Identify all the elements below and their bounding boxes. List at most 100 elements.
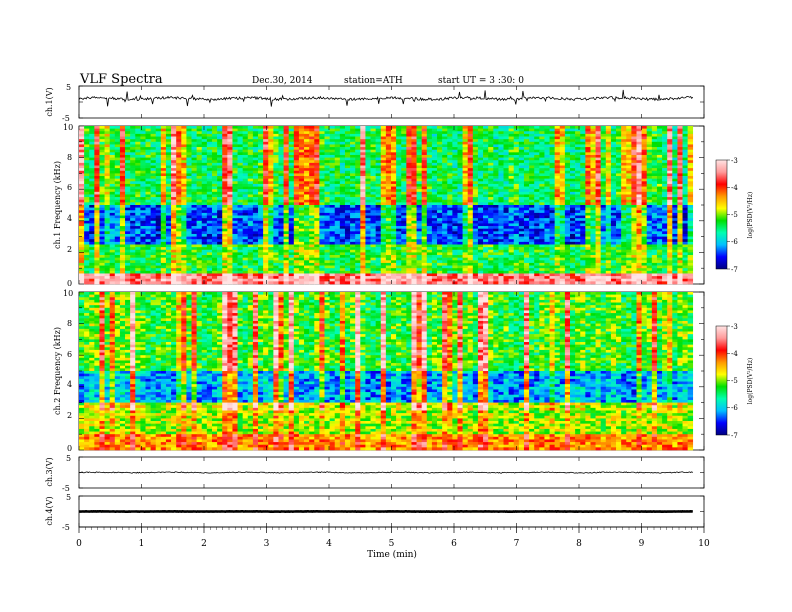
spectrogram-cell [406,199,412,203]
spectrogram-cell [365,205,371,208]
spectrogram-cell [411,141,417,145]
spectrogram-cell [554,160,561,164]
spectrogram-cell [534,202,540,206]
spectrogram-cell [662,202,668,206]
ch1-waveform-ticks [78,85,705,119]
spectrogram-cell [539,202,545,206]
spectrogram-cell [667,136,673,140]
spectrogram-cell [534,152,540,156]
spectrogram-cell [646,136,653,140]
spectrogram-cell [554,141,561,145]
spectrogram-cell [79,199,85,203]
spectrogram-cell [616,207,622,211]
spectrogram-cell [477,149,484,153]
spectrogram-cell [682,231,688,235]
spectrogram-cell [109,149,116,153]
spectrogram-cell [503,226,509,229]
spectrogram-cell [590,231,596,235]
spectrogram-cell [503,147,509,150]
spectrogram-cell [247,226,254,229]
spectrogram-cell [462,147,468,150]
spectrogram-cell [252,186,259,190]
spectrogram-cell [483,178,489,182]
spectrogram-cell [641,191,648,195]
spectrogram-cell [616,183,622,187]
spectrogram-cell [155,144,162,148]
spectrogram-cell [350,157,356,161]
spectrogram-cell [559,220,566,224]
spectrogram-cell [549,202,555,206]
spectrogram-cell [523,186,530,190]
spectrogram-cell [298,215,305,219]
spectrogram-cell [539,189,545,193]
spectrogram-cell [339,231,346,235]
spectrogram-cell [687,183,694,187]
spectrogram-cell [288,183,295,187]
spectrogram-cell [171,197,177,201]
spectrogram-cell [196,178,203,182]
spectrogram-cell [350,191,356,195]
spectrogram-cell [176,133,182,137]
spectrogram-cell [523,218,530,222]
spectrogram-cell [508,223,515,227]
spectrogram-cell [350,173,356,177]
spectrogram-cell [570,189,576,193]
spectrogram-cell [590,141,596,145]
spectrogram-cell [457,220,463,224]
spectrogram-cell [104,223,110,227]
spectrogram-cell [334,210,341,214]
spectrogram-cell [498,220,504,224]
spectrogram-cell [278,136,284,140]
spectrogram-cell [544,220,550,224]
spectrogram-cell [411,210,417,214]
spectrogram-cell [529,191,535,195]
spectrogram-cell [687,128,694,132]
spectrogram-cell [662,210,668,214]
spectrogram-cell [145,170,151,174]
spectrogram-cell [109,141,116,145]
spectrogram-cell [309,226,315,229]
spectrogram-cell [651,165,658,169]
spectrogram-cell [334,157,341,161]
spectrogram-cell [534,215,540,219]
spectrogram-cell [237,233,243,237]
spectrogram-cell [314,226,320,229]
spectrogram-cell [360,220,366,224]
spectrogram-cell [595,126,601,129]
spectrogram-cell [518,178,525,182]
spectrogram-cell [206,144,213,148]
spectrogram-cell [263,168,269,172]
spectrogram-cell [191,173,197,177]
spectrogram-cell [396,139,402,143]
spectrogram-cell [283,226,289,229]
spectrogram-cell [605,160,612,164]
spectrogram-cell [406,218,412,222]
spectrogram-cell [206,181,213,185]
spectrogram-cell [191,139,197,143]
spectrogram-cell [283,186,289,190]
spectrogram-cell [559,170,566,174]
spectrogram-cell [181,176,187,179]
spectrogram-cell [109,223,116,227]
spectrogram-cell [135,173,141,177]
spectrogram-cell [171,205,177,208]
spectrogram-cell [411,218,417,222]
spectrogram-cell [217,126,223,129]
spectrogram-cell [585,149,591,153]
spectrogram-cell [114,126,121,129]
spectrogram-cell [150,181,157,185]
spectrogram-cell [324,168,330,172]
spectrogram-cell [672,141,678,145]
spectrogram-cell [130,194,136,198]
spectrogram-cell [263,139,269,143]
spectrogram-cell [575,210,581,214]
spectrogram-cell [344,173,351,177]
spectrogram-cell [237,220,243,224]
spectrogram-cell [518,205,525,208]
spectrogram-cell [263,154,269,158]
spectrogram-cell [416,197,422,201]
spectrogram-cell [477,189,484,193]
spectrogram-cell [667,131,673,135]
spectrogram-cell [298,139,305,143]
spectrogram-cell [350,181,356,185]
